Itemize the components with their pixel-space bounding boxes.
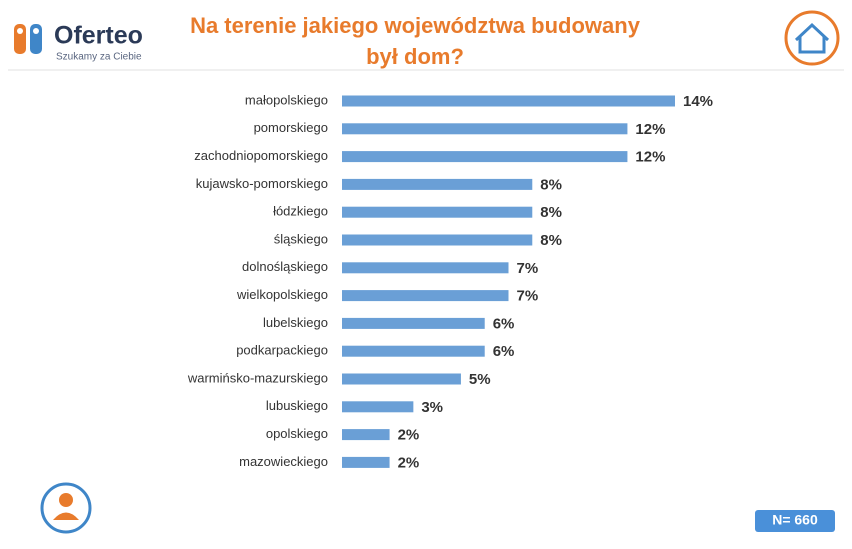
chart-title: był dom? [366, 44, 464, 69]
bar [342, 345, 485, 357]
category-label: łódzkiego [273, 204, 328, 219]
bar [342, 123, 628, 135]
value-label: 8% [540, 204, 562, 221]
bar [342, 262, 509, 274]
bar [342, 234, 533, 246]
person-icon [40, 482, 92, 534]
value-label: 14% [683, 93, 713, 110]
value-label: 2% [398, 454, 420, 471]
category-label: podkarpackiego [236, 343, 328, 358]
category-label: śląskiego [274, 231, 328, 246]
category-label: lubuskiego [266, 398, 328, 413]
value-label: 6% [493, 343, 515, 360]
value-label: 7% [517, 288, 539, 305]
category-label: zachodniopomorskiego [194, 148, 328, 163]
category-label: warmińsko-mazurskiego [187, 370, 328, 385]
bar [342, 95, 675, 107]
bar [342, 401, 414, 413]
category-label: kujawsko-pomorskiego [196, 176, 328, 191]
bar [342, 317, 485, 329]
value-label: 2% [398, 427, 420, 444]
bar [342, 178, 533, 190]
value-label: 6% [493, 315, 515, 332]
house-icon [784, 10, 840, 66]
value-label: 12% [635, 121, 665, 138]
sample-badge: N= 660 [755, 510, 835, 532]
value-label: 5% [469, 371, 491, 388]
value-label: 7% [517, 260, 539, 277]
sample-size: N= 660 [772, 512, 818, 528]
category-label: opolskiego [266, 426, 328, 441]
value-label: 8% [540, 232, 562, 249]
category-label: lubelskiego [263, 315, 328, 330]
chart-title: Na terenie jakiego województwa budowany [190, 13, 641, 38]
bar [342, 456, 390, 468]
category-label: dolnośląskiego [242, 259, 328, 274]
category-label: wielkopolskiego [236, 287, 328, 302]
value-label: 12% [635, 149, 665, 166]
value-label: 8% [540, 176, 562, 193]
category-label: małopolskiego [245, 92, 328, 107]
value-label: 3% [421, 399, 443, 416]
brand-tagline: Szukamy za Ciebie [56, 52, 142, 63]
brand-name: Oferteo [54, 22, 143, 50]
category-label: pomorskiego [254, 120, 328, 135]
category-label: mazowieckiego [239, 454, 328, 469]
bar [342, 151, 628, 163]
bar [342, 206, 533, 218]
logo-icon [14, 24, 42, 54]
bar [342, 290, 509, 302]
bar [342, 429, 390, 441]
bar [342, 373, 461, 385]
